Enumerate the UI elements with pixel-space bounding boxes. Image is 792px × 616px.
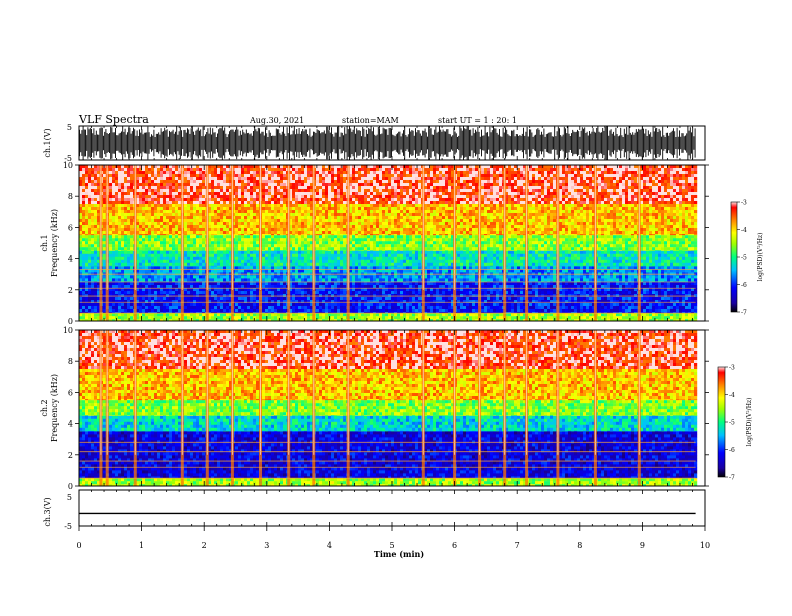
- time-tick-label: 1: [139, 541, 144, 550]
- frequency-tick-label: 4: [68, 255, 73, 264]
- time-tick-label: 7: [515, 541, 520, 550]
- ch2-spectrogram-panel: 0 2 4 6 8 10 ch.2 Frequency (kHz): [40, 326, 709, 491]
- station-label: station=MAM: [342, 116, 399, 125]
- ch1-spec-ylabel-frequency: Frequency (kHz): [50, 209, 59, 277]
- ch2-spectrogram-heatmap: [79, 330, 705, 486]
- colorbar-tick-label: -4: [729, 392, 735, 399]
- date-label: Aug.30, 2021: [249, 116, 304, 125]
- ch2-colorbar: -3 -4 -5 -6 -7 log(PSD)(V²/Hz): [718, 365, 753, 482]
- time-tick-label: 10: [700, 541, 710, 550]
- colorbar-tick-label: -6: [729, 447, 735, 454]
- frequency-tick-label: 2: [68, 451, 73, 460]
- ch1-spectrogram-panel: 0 2 4 6 8 10 ch.1 Frequency (kHz): [40, 161, 709, 326]
- ch1-colorbar: -3 -4 -5 -6 -7 log(PSD)(V²/Hz): [731, 200, 764, 317]
- time-tick-label: 2: [202, 541, 207, 550]
- ch1-colorbar-label: log(PSD)(V²/Hz): [757, 233, 764, 282]
- colorbar-tick-label: -7: [741, 310, 747, 317]
- ch1-waveform-trace-path: [80, 126, 696, 160]
- frequency-tick-label: 6: [68, 223, 73, 232]
- ch2-spec-ylabel-channel: ch.2: [40, 399, 49, 416]
- colorbar-tick-label: -3: [729, 365, 735, 372]
- start-ut-label: start UT = 1 : 20: 1: [438, 116, 517, 125]
- time-tick-label: 4: [327, 541, 332, 550]
- frequency-tick-label: 4: [68, 420, 73, 429]
- frequency-tick-label: 6: [68, 388, 73, 397]
- ch1-waveform-ylabel: ch.1(V): [43, 128, 52, 157]
- frequency-tick-label: 10: [63, 326, 73, 335]
- frequency-tick-label: 8: [68, 357, 73, 366]
- time-tick-label: 0: [76, 541, 81, 550]
- frequency-tick-label: 8: [68, 192, 73, 201]
- colorbar-tick-label: -5: [729, 420, 735, 427]
- ch2-colorbar-label: log(PSD)(V²/Hz): [746, 398, 753, 447]
- ch1-spectrogram-heatmap: [79, 165, 705, 321]
- ch2-spec-ylabel-frequency: Frequency (kHz): [50, 374, 59, 442]
- ch3-waveform-panel: 5 -5 ch.3(V): [43, 490, 705, 531]
- ch1-ytick-max: 5: [67, 123, 72, 132]
- colorbar-tick-label: -4: [741, 227, 747, 234]
- time-tick-label: 6: [452, 541, 457, 550]
- time-tick-label: 3: [264, 541, 269, 550]
- colorbar-tick-label: -7: [729, 475, 735, 482]
- ch3-ytick-max: 5: [67, 493, 72, 502]
- frequency-tick-label: 2: [68, 286, 73, 295]
- colorbar-tick-label: -3: [741, 200, 747, 207]
- time-tick-label: 8: [577, 541, 582, 550]
- frequency-tick-label: 0: [68, 482, 73, 491]
- ch1-waveform-panel: 5 -5 ch.1(V): [43, 123, 705, 163]
- frequency-tick-label: 10: [63, 161, 73, 170]
- figure-title: VLF Spectra: [78, 113, 149, 126]
- ch3-ytick-min: -5: [64, 522, 72, 531]
- time-tick-label: 9: [640, 541, 645, 550]
- ch1-spec-ylabel-channel: ch.1: [40, 234, 49, 251]
- x-axis-label: Time (min): [374, 549, 424, 559]
- colorbar-tick-label: -5: [741, 255, 747, 262]
- ch3-waveform-ylabel: ch.3(V): [43, 497, 52, 526]
- frequency-tick-label: 0: [68, 317, 73, 326]
- colorbar-tick-label: -6: [741, 282, 747, 289]
- ch1-waveform-trace: [80, 126, 696, 160]
